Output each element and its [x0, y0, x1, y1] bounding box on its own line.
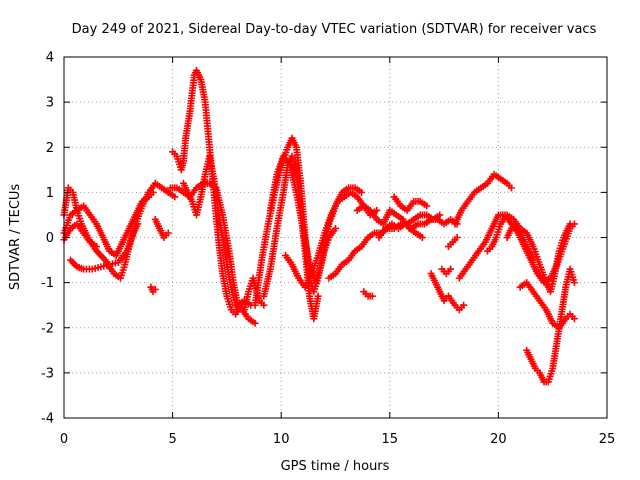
series-track-i [179, 152, 259, 327]
data-point [436, 211, 444, 219]
y-tick-label: -3 [41, 366, 54, 381]
series-track-m [282, 188, 381, 291]
data-point [358, 188, 366, 196]
data-point [134, 220, 142, 228]
y-tick-label: -2 [41, 321, 54, 336]
x-tick-label: 20 [490, 432, 507, 447]
series-track-u [444, 234, 461, 251]
chart-title: Day 249 of 2021, Sidereal Day-to-day VTE… [72, 22, 597, 37]
series-track-y [503, 220, 537, 264]
y-axis-label: SDTVAR / TECUs [8, 184, 23, 291]
data-point [423, 202, 431, 210]
grid-lines [64, 57, 607, 418]
data-point [171, 193, 179, 201]
data-point [149, 188, 157, 196]
y-tick-label: 1 [46, 186, 54, 201]
x-tick-label: 0 [60, 432, 68, 447]
x-tick-label: 10 [273, 432, 290, 447]
x-tick-label: 5 [168, 432, 176, 447]
series-track-x [484, 211, 574, 296]
series-track-b [60, 188, 157, 260]
data-point [93, 243, 101, 251]
series-track-s [427, 270, 468, 314]
data-point [529, 256, 537, 264]
series-track-c [67, 220, 142, 273]
series-track-v [451, 170, 515, 228]
y-tick-label: -4 [41, 412, 54, 427]
data-point [570, 315, 578, 323]
x-axis-label: GPS time / hours [281, 459, 390, 474]
series-track-e [147, 283, 159, 296]
data-point [453, 234, 461, 241]
data-point [460, 301, 468, 309]
series-track-r [375, 215, 461, 241]
data-points [60, 67, 578, 386]
y-tick-label: 4 [46, 51, 54, 66]
data-point [447, 265, 455, 273]
y-tick-label: 3 [46, 96, 54, 111]
data-point [332, 224, 339, 232]
series-track-q [390, 193, 431, 214]
data-point [566, 220, 574, 228]
x-tick-label: 25 [599, 432, 616, 447]
data-point [164, 229, 172, 237]
x-axis-ticks: 0 5 10 15 20 25 [60, 57, 615, 447]
series-track-f [151, 215, 172, 241]
data-point [314, 292, 322, 300]
y-axis-ticks: -4 -3 -2 -1 0 1 2 3 4 [41, 51, 607, 427]
y-tick-label: 2 [46, 141, 54, 156]
x-tick-label: 15 [382, 432, 399, 447]
y-tick-label: 0 [46, 231, 54, 246]
series-track-l [266, 152, 366, 287]
series-track-o [360, 288, 376, 300]
series-track-t [438, 265, 455, 278]
data-point [260, 301, 268, 309]
data-point [368, 292, 376, 300]
series-track-aa [523, 265, 578, 386]
data-point [373, 206, 381, 214]
data-point [151, 285, 159, 293]
data-point [418, 234, 426, 241]
data-point [570, 279, 578, 287]
data-point [507, 184, 515, 192]
y-tick-label: -1 [41, 276, 54, 291]
data-point [251, 319, 259, 327]
